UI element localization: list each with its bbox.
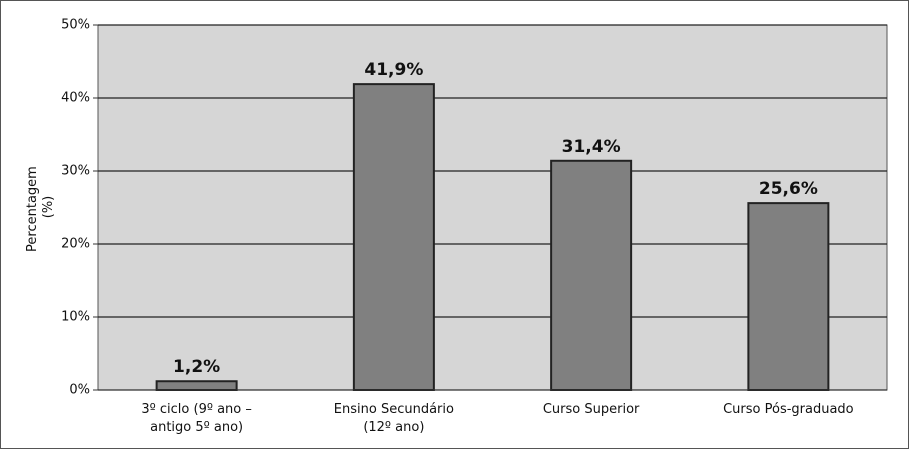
y-tick-label: 40% bbox=[61, 91, 90, 106]
value-label: 31,4% bbox=[562, 137, 621, 157]
x-tick-label: 3º ciclo (9º ano – antigo 5º ano) bbox=[141, 402, 252, 435]
y-axis-label-line: Percentagem bbox=[25, 166, 40, 252]
value-label: 25,6% bbox=[759, 179, 818, 199]
bar bbox=[352, 83, 435, 391]
x-tick-label-line: Curso Superior bbox=[543, 402, 640, 417]
x-tick-label-line: Curso Pós-graduado bbox=[723, 402, 854, 417]
bar bbox=[747, 202, 830, 391]
x-tick-label-line: 3º ciclo (9º ano – bbox=[141, 402, 252, 417]
y-axis-label-line: (%) bbox=[41, 196, 56, 219]
bar bbox=[155, 380, 238, 391]
y-tick-label: 0% bbox=[69, 383, 90, 398]
x-tick-label: Ensino Secundário (12º ano) bbox=[334, 402, 454, 435]
value-label: 1,2% bbox=[173, 357, 220, 377]
x-tick-label-line: antigo 5º ano) bbox=[150, 420, 243, 435]
x-tick-label: Curso Pós-graduado bbox=[723, 402, 854, 417]
y-tick-label: 10% bbox=[61, 310, 90, 325]
x-tick-label: Curso Superior bbox=[543, 402, 640, 417]
x-tick-label-line: (12º ano) bbox=[363, 420, 424, 435]
x-tick-label-line: Ensino Secundário bbox=[334, 402, 454, 417]
y-tick-label: 30% bbox=[61, 164, 90, 179]
y-axis-label: Percentagem (%) bbox=[25, 162, 56, 252]
y-tick-label: 50% bbox=[61, 18, 90, 33]
y-tick-label: 20% bbox=[61, 237, 90, 252]
value-label: 41,9% bbox=[364, 60, 423, 80]
bar bbox=[550, 159, 633, 391]
